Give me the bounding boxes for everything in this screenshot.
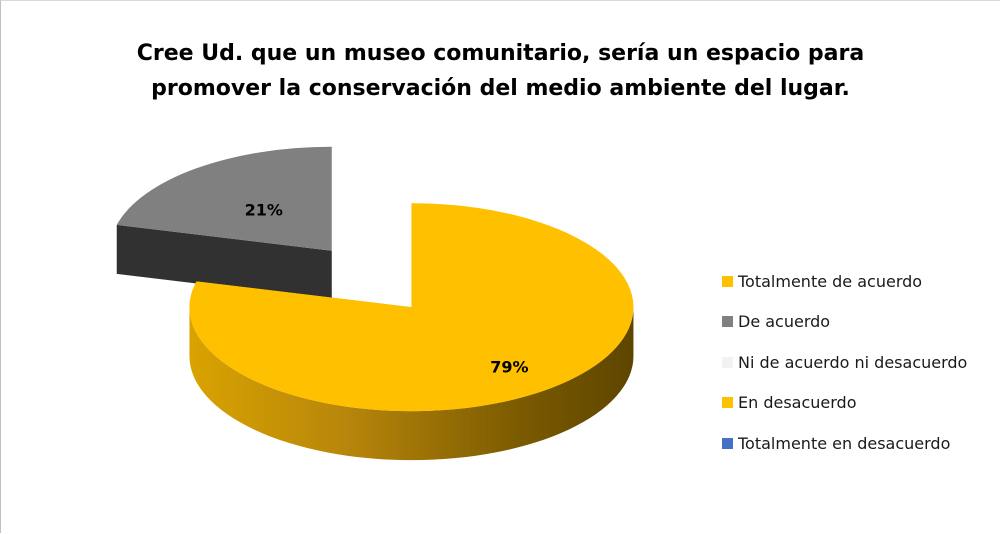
chart-title-line-1: Cree Ud. que un museo comunitario, sería… [136,41,865,66]
legend-item-totalmente-de-acuerdo: Totalmente de acuerdo [722,261,967,302]
pie-data-label: 79% [490,357,528,376]
legend-swatch [722,437,733,449]
legend-label: Totalmente de acuerdo [738,271,923,291]
legend-swatch [722,316,733,328]
legend-swatch [722,275,733,287]
pie-slice-wall-0-de-acuerdo [116,224,332,300]
legend-label: Totalmente en desacuerdo [738,433,951,453]
legend-label: En desacuerdo [738,393,857,413]
legend-swatch [722,356,733,368]
legend-label: Ni de acuerdo ni desacuerdo [738,352,968,372]
pie-slices [116,146,634,461]
legend-label: De acuerdo [738,312,831,332]
legend-item-de-acuerdo: De acuerdo [722,302,967,343]
legend-item-en-desacuerdo: En desacuerdo [722,383,967,424]
legend-swatch [722,397,733,409]
legend-item-ni-de-acuerdo-ni-desacuerdo: Ni de acuerdo ni desacuerdo [722,342,967,383]
pie-data-labels: 79% 21% [245,201,529,377]
chart-title: Cree Ud. que un museo comunitario, sería… [0,36,1001,106]
pie-slice-de-acuerdo [116,146,332,251]
pie-slice-totalmente-de-acuerdo [189,203,634,412]
pie-slice-side-0-totalmente-de-acuerdo [189,307,634,461]
chart-title-line-2: promover la conservación del medio ambie… [151,76,850,101]
pie-data-label: 21% [245,201,283,220]
legend-item-totalmente-en-desacuerdo: Totalmente en desacuerdo [722,423,967,464]
legend: Totalmente de acuerdo De acuerdo Ni de a… [722,261,967,464]
